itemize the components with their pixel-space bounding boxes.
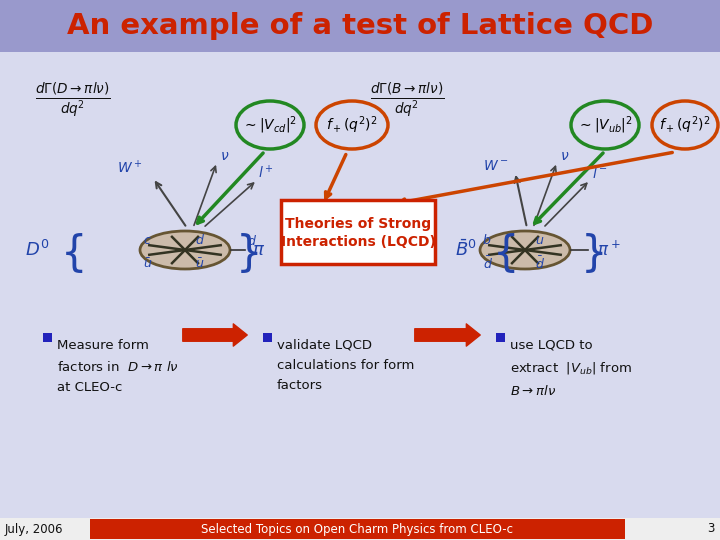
Text: Measure form
factors in  $D\rightarrow\pi\ l\nu$
at CLEO-c: Measure form factors in $D\rightarrow\pi… — [57, 339, 179, 394]
Text: An example of a test of Lattice QCD: An example of a test of Lattice QCD — [67, 12, 653, 40]
Text: $\nu$: $\nu$ — [560, 149, 570, 163]
Ellipse shape — [480, 231, 570, 269]
Text: $\bar{u}$: $\bar{u}$ — [195, 257, 204, 271]
Text: $W^-$: $W^-$ — [483, 159, 508, 173]
Text: $\frac{d\Gamma(D\rightarrow\pi l\nu)}{dq^2}$: $\frac{d\Gamma(D\rightarrow\pi l\nu)}{dq… — [35, 80, 111, 119]
Text: $\nu$: $\nu$ — [220, 149, 230, 163]
Text: $\}$: $\}$ — [235, 231, 258, 275]
Text: $\{$: $\{$ — [492, 231, 516, 275]
Text: $D^0$: $D^0$ — [25, 240, 49, 260]
Text: Interactions (LQCD): Interactions (LQCD) — [281, 235, 436, 249]
Text: $\pi$: $\pi$ — [252, 241, 265, 259]
FancyBboxPatch shape — [281, 200, 435, 264]
Text: 3: 3 — [708, 523, 715, 536]
Text: $\bar{d}$: $\bar{d}$ — [483, 256, 493, 272]
FancyBboxPatch shape — [496, 333, 505, 342]
Text: $\bar{B}^0$: $\bar{B}^0$ — [455, 240, 477, 260]
FancyBboxPatch shape — [263, 333, 272, 342]
Text: validate LQCD
calculations for form
factors: validate LQCD calculations for form fact… — [277, 339, 415, 392]
Text: $f_+(q^2)^2$: $f_+(q^2)^2$ — [326, 114, 378, 136]
Text: Selected Topics on Open Charm Physics from CLEO-c: Selected Topics on Open Charm Physics fr… — [201, 523, 513, 536]
Text: b: b — [483, 233, 491, 246]
Text: $\}$: $\}$ — [580, 231, 603, 275]
Text: d: d — [247, 235, 255, 248]
Text: $\frac{d\Gamma(B\rightarrow\pi l\nu)}{dq^2}$: $\frac{d\Gamma(B\rightarrow\pi l\nu)}{dq… — [370, 80, 445, 119]
Text: July, 2006: July, 2006 — [5, 523, 63, 536]
Text: $\bar{d}$: $\bar{d}$ — [535, 256, 545, 272]
FancyBboxPatch shape — [0, 518, 720, 540]
Text: d: d — [195, 233, 203, 246]
Text: $l^+$: $l^+$ — [258, 164, 274, 181]
Text: $\bar{u}$: $\bar{u}$ — [143, 257, 153, 271]
FancyBboxPatch shape — [0, 0, 720, 52]
Text: c: c — [143, 233, 150, 246]
Text: Theories of Strong: Theories of Strong — [285, 217, 431, 231]
FancyBboxPatch shape — [43, 333, 52, 342]
Text: $\pi^+$: $\pi^+$ — [597, 240, 621, 260]
Text: $f_+(q^2)^2$: $f_+(q^2)^2$ — [660, 114, 711, 136]
Text: u: u — [535, 233, 543, 246]
Text: ${\sim}|V_{cd}|^2$: ${\sim}|V_{cd}|^2$ — [243, 114, 297, 136]
Text: ${\sim}|V_{ub}|^2$: ${\sim}|V_{ub}|^2$ — [577, 114, 633, 136]
Ellipse shape — [140, 231, 230, 269]
Text: $\{$: $\{$ — [60, 231, 84, 275]
FancyBboxPatch shape — [90, 519, 625, 539]
Text: $W^+$: $W^+$ — [117, 159, 143, 176]
Text: use LQCD to
extract  $|V_{ub}|$ from
$B\rightarrow\pi l\nu$: use LQCD to extract $|V_{ub}|$ from $B\r… — [510, 339, 632, 398]
Text: $l^-$: $l^-$ — [592, 166, 608, 181]
